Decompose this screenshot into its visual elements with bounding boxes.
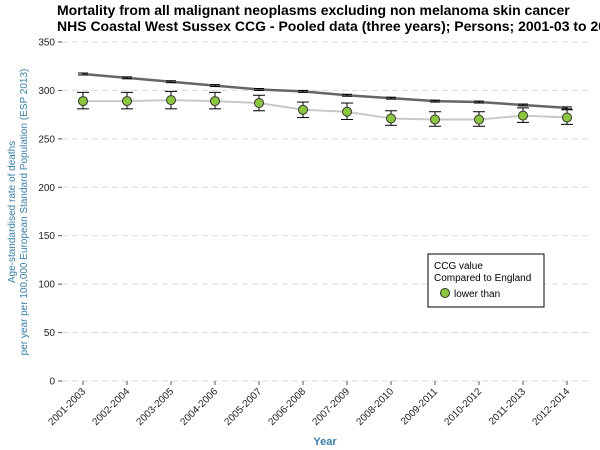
- x-tick-label: 2011-2013: [487, 386, 528, 427]
- x-tick-label: 2005-2007: [223, 386, 265, 428]
- ccg-series-line: [83, 99, 568, 121]
- ccg-data-point: [254, 98, 264, 109]
- legend-title-line1: CCG value: [434, 261, 483, 272]
- ccg-data-point: [298, 104, 308, 115]
- y-tick-label: 350: [38, 38, 55, 49]
- y-axis-title-line1: Age-standardised rate of deaths: [7, 141, 18, 283]
- x-tick-label: 2009-2011: [399, 386, 440, 427]
- y-axis-title-line2: per year per 100,000 European Standard P…: [19, 69, 30, 356]
- chart-subtitle: NHS Coastal West Sussex CCG - Pooled dat…: [57, 18, 600, 34]
- ccg-data-point: [166, 95, 176, 106]
- legend-title-line2: Compared to England: [434, 273, 531, 284]
- legend-marker-lower-than: [440, 288, 450, 298]
- x-tick-label: 2012-2014: [531, 386, 573, 428]
- ccg-data-point: [386, 113, 396, 124]
- legend: CCG value Compared to England lower than: [427, 253, 545, 308]
- x-axis-title: Year: [313, 436, 337, 448]
- ccg-data-point: [122, 96, 132, 107]
- y-tick-label: 200: [38, 183, 55, 194]
- y-axis-title: Age-standardised rate of deaths per year…: [7, 69, 30, 356]
- x-tick-label: 2003-2005: [135, 386, 177, 428]
- ccg-data-point: [562, 112, 572, 123]
- ccg-data-point: [474, 114, 484, 125]
- series-layer: [77, 72, 573, 127]
- legend-box: [427, 253, 545, 308]
- y-tick-label: 50: [44, 328, 56, 339]
- y-tick-label: 100: [38, 280, 55, 291]
- y-tick-label: 300: [38, 86, 55, 97]
- x-tick-label: 2004-2006: [179, 386, 221, 428]
- y-tick-label: 250: [38, 134, 55, 145]
- x-tick-label: 2008-2010: [355, 386, 397, 428]
- ccg-data-point: [342, 106, 352, 117]
- ccg-data-point: [210, 96, 220, 107]
- y-tick-label: 0: [49, 377, 55, 388]
- england-series-line: [82, 72, 568, 110]
- x-tick-label: 2007-2009: [311, 386, 353, 428]
- legend-entry-lower-than: lower than: [454, 289, 500, 300]
- grid-layer: [62, 41, 590, 382]
- x-tick-label: 2002-2004: [91, 386, 133, 428]
- x-tick-label: 2010-2012: [443, 386, 485, 428]
- chart-title: Mortality from all malignant neoplasms e…: [57, 2, 570, 18]
- ccg-data-point: [518, 110, 528, 121]
- x-tick-label: 2001-2003: [47, 386, 89, 428]
- ccg-data-point: [78, 96, 88, 107]
- y-tick-label: 150: [38, 231, 55, 242]
- ccg-data-point: [430, 114, 440, 125]
- x-tick-label: 2006-2008: [267, 386, 309, 428]
